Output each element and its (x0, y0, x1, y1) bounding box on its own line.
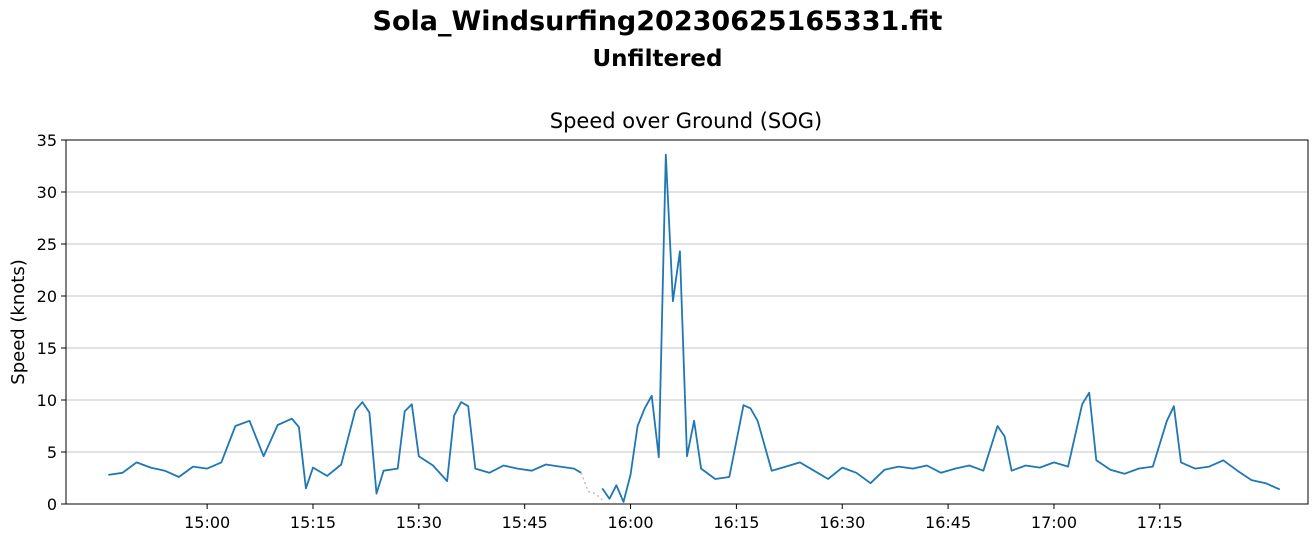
y-tick-label: 35 (37, 131, 57, 150)
x-tick-label: 15:30 (396, 513, 442, 532)
x-tick-label: 15:45 (502, 513, 548, 532)
figure-title: Sola_Windsurfing20230625165331.fit (372, 6, 943, 37)
y-tick-label: 0 (47, 495, 57, 514)
y-tick-label: 15 (37, 339, 57, 358)
x-tick-label: 16:15 (713, 513, 759, 532)
x-tick-label: 15:00 (184, 513, 230, 532)
y-tick-label: 30 (37, 183, 57, 202)
series-line-1 (601, 153, 1281, 503)
chart-title: Speed over Ground (SOG) (550, 109, 822, 133)
y-axis: 0 5 10 15 20 25 30 35 (37, 131, 66, 514)
gap-line-2 (580, 472, 603, 501)
figure-subtitle: Unfiltered (592, 46, 723, 72)
series-line-0 (108, 401, 582, 495)
x-axis: 15:00 15:15 15:30 15:45 16:00 16:15 16:30 16:45… (184, 504, 1183, 532)
x-tick-label: 15:15 (290, 513, 336, 532)
x-tick-label: 16:45 (925, 513, 971, 532)
x-tick-label: 16:00 (607, 513, 653, 532)
y-axis-label: Speed (knots) (8, 259, 29, 384)
x-tick-label: 17:00 (1031, 513, 1077, 532)
y-tick-label: 25 (37, 235, 57, 254)
series-layer (108, 153, 1281, 503)
x-tick-label: 17:15 (1137, 513, 1183, 532)
y-tick-label: 5 (47, 443, 57, 462)
y-tick-label: 10 (37, 391, 57, 410)
y-tick-label: 20 (37, 287, 57, 306)
x-tick-label: 16:30 (819, 513, 865, 532)
plot-frame (65, 139, 1309, 505)
